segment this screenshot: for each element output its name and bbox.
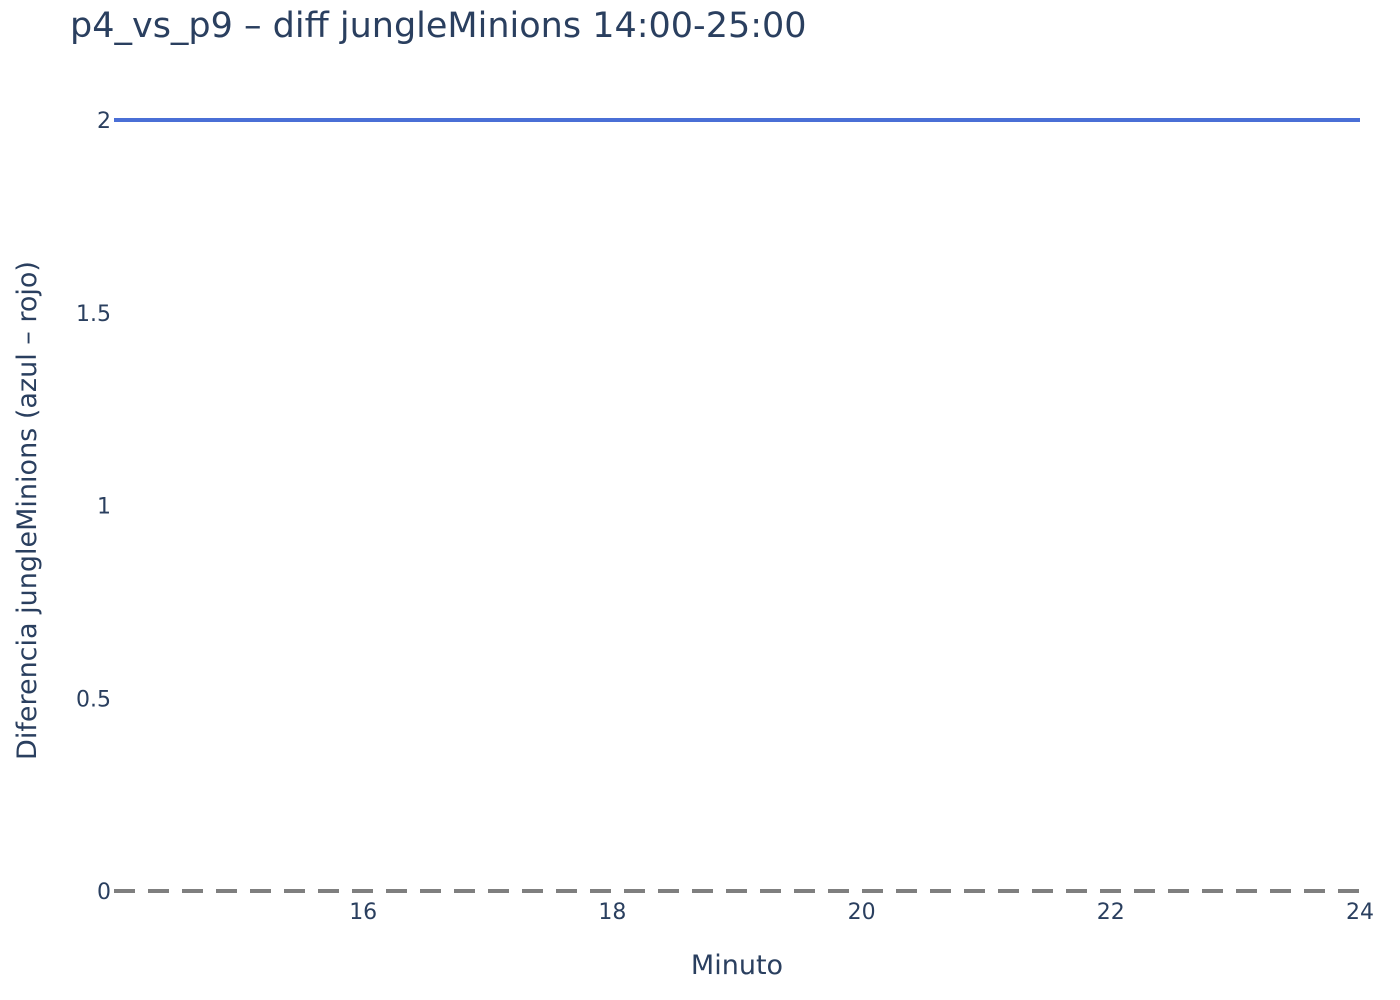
- x-tick-label: 18: [598, 900, 626, 925]
- y-axis-title: Diferencia jungleMinions (azul – rojo): [12, 261, 43, 760]
- x-tick-label: 24: [1346, 900, 1374, 925]
- y-tick-label: 1.5: [76, 302, 111, 327]
- chart-title: p4_vs_p9 – diff jungleMinions 14:00-25:0…: [70, 6, 807, 46]
- x-tick-label: 22: [1097, 900, 1125, 925]
- y-tick-label: 0.5: [76, 687, 111, 712]
- x-axis-title: Minuto: [691, 950, 783, 981]
- x-tick-label: 20: [848, 900, 876, 925]
- y-tick-label: 0: [97, 880, 111, 905]
- x-tick-label: 16: [349, 900, 377, 925]
- y-tick-label: 2: [97, 109, 111, 134]
- y-tick-label: 1: [97, 495, 111, 520]
